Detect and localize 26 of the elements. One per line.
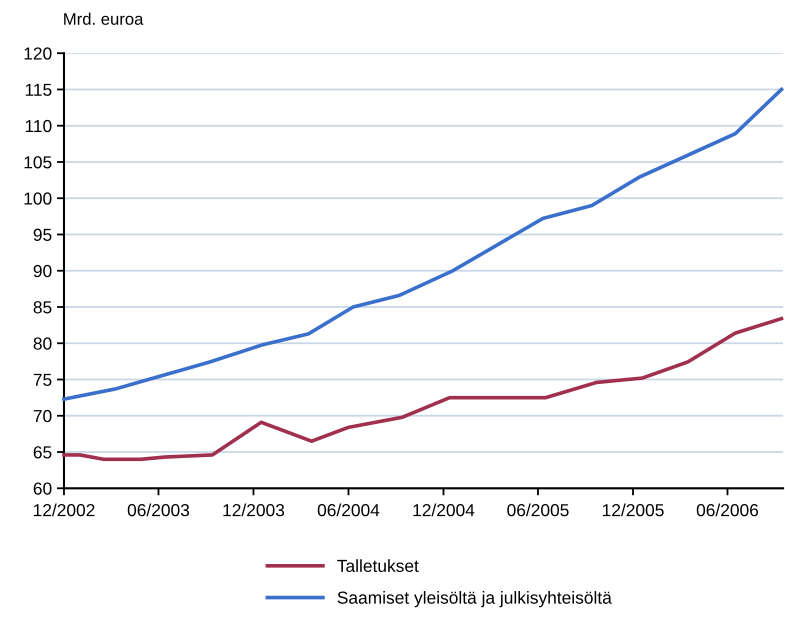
y-tick-label: 60	[34, 482, 52, 495]
x-tick-label: 12/2003	[223, 504, 284, 516]
y-tick-label: 75	[34, 374, 52, 386]
y-tick-label: 90	[34, 264, 52, 278]
y-tick-label: 80	[34, 337, 52, 350]
x-tick-label: 06/2005	[507, 504, 569, 516]
y-tick-label: 105	[24, 156, 52, 168]
x-tick-label: 06/2004	[318, 504, 380, 516]
x-tick-label: 06/2003	[128, 504, 190, 516]
y-tick-label: 115	[26, 84, 52, 96]
line-series	[62, 88, 784, 401]
y-tick-label: 100	[24, 192, 52, 205]
y-tick-label: 70	[34, 410, 52, 422]
x-tick-label: 12/2005	[602, 504, 664, 516]
y-tick-label: 65	[34, 446, 52, 458]
legend-label: Saamiset yleisöltä ja julkisyhteisöltä	[338, 591, 612, 608]
x-tick-label: 06/2006	[696, 504, 758, 516]
x-tick-label: 12/2002	[34, 504, 94, 516]
y-tick-label: 110	[26, 120, 52, 132]
y-tick-label: 95	[34, 228, 52, 241]
legend-label: Talletukset	[337, 559, 419, 572]
x-tick-label: 12/2004	[413, 504, 474, 516]
y-tick-label: 85	[34, 301, 52, 314]
y-axis-title: Mrd. euroa	[64, 12, 144, 25]
line-series	[62, 316, 784, 462]
y-tick-label: 120	[24, 47, 52, 60]
